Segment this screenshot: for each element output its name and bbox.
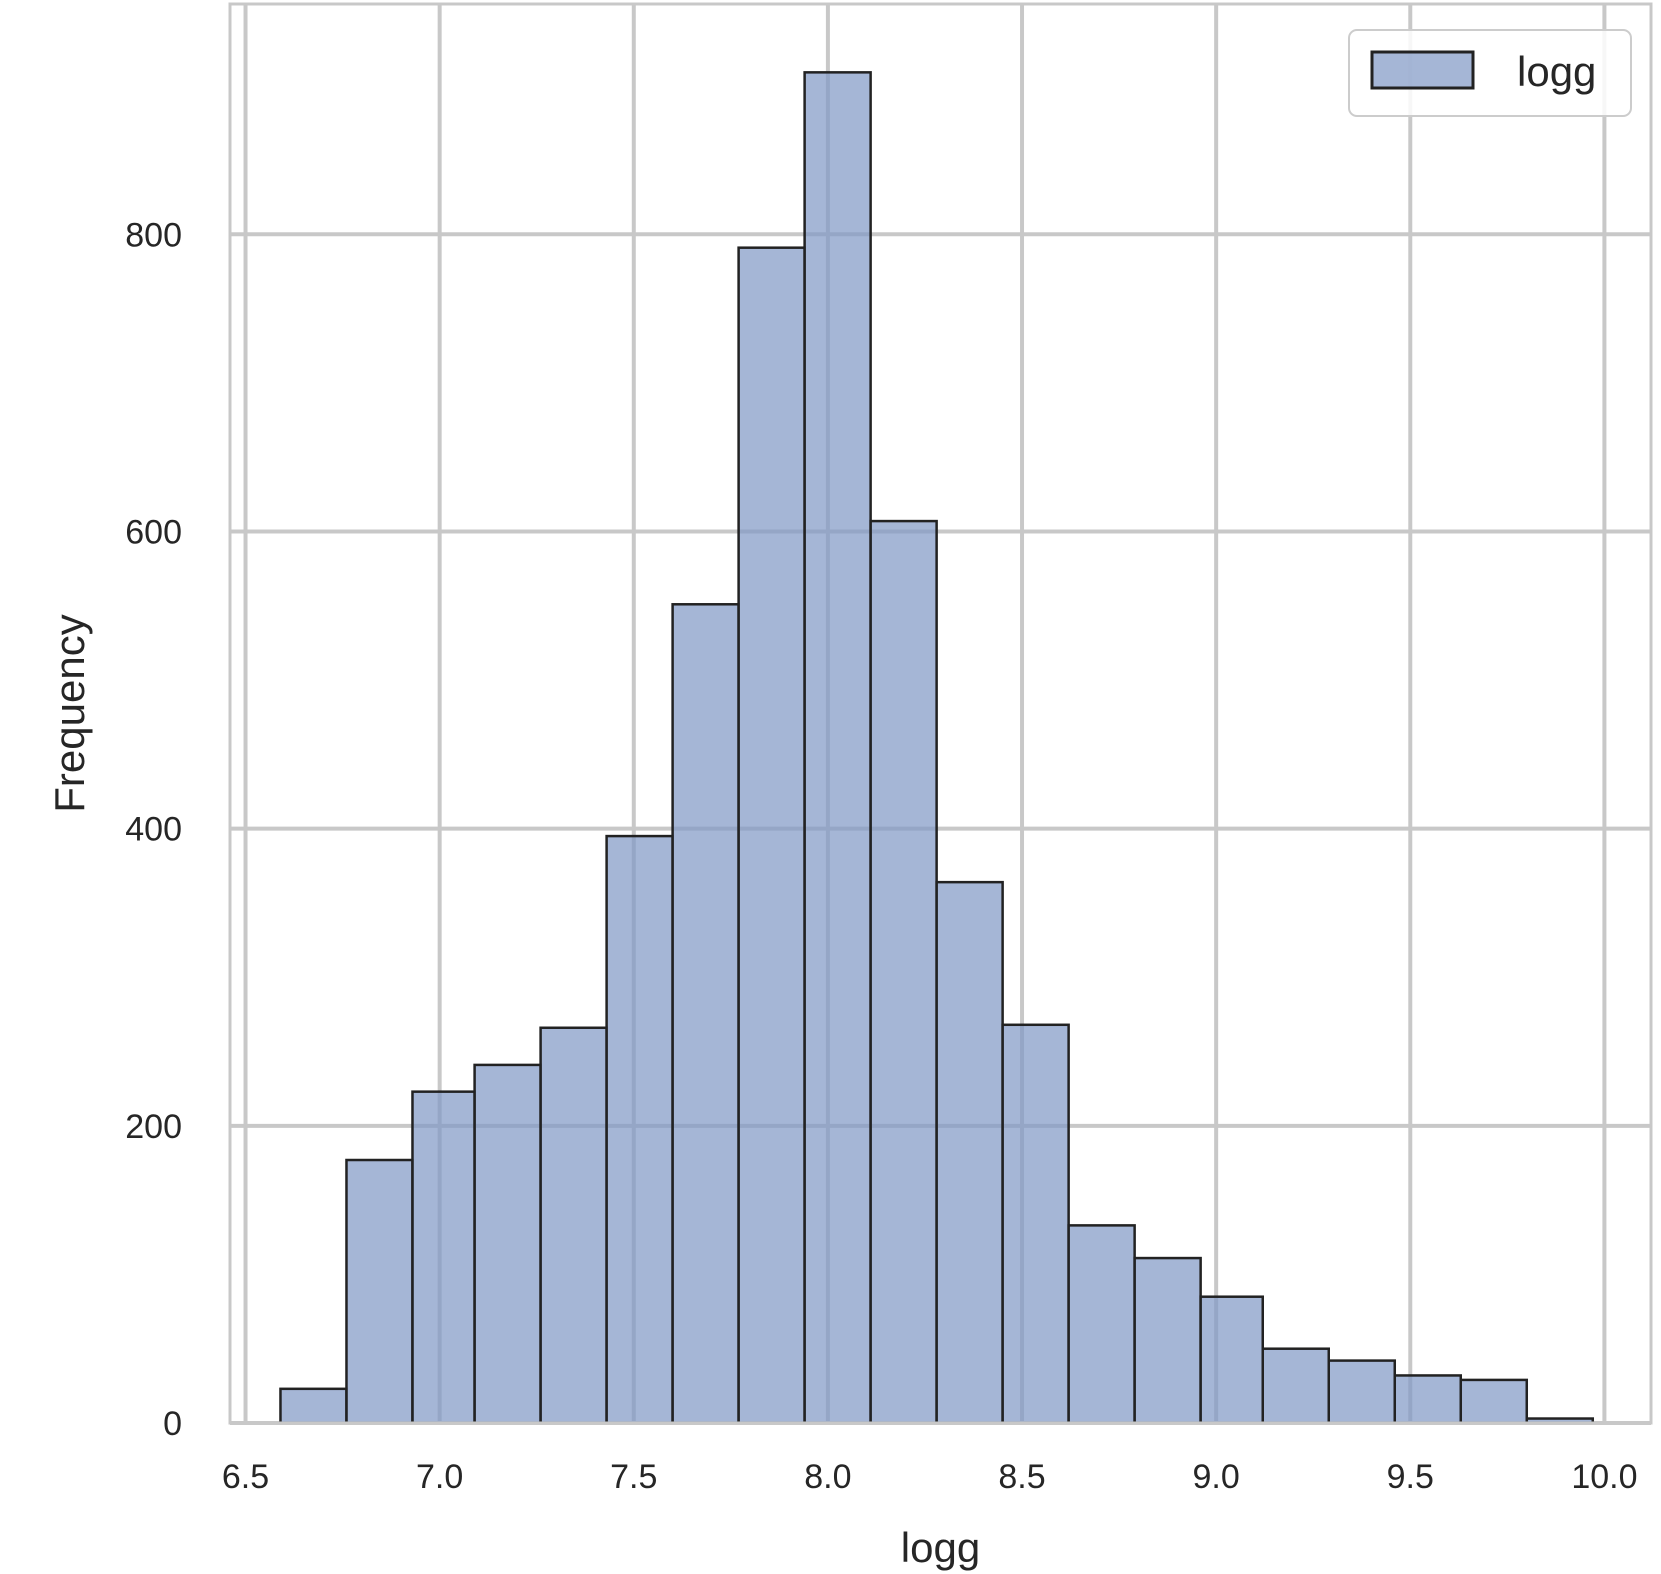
- legend-swatch: [1370, 50, 1475, 90]
- legend: logg: [1348, 29, 1632, 117]
- histogram-bar: [1001, 1023, 1070, 1425]
- histogram-bars: [279, 71, 1595, 1425]
- histogram-bar: [605, 834, 674, 1425]
- histogram-bar: [1133, 1256, 1202, 1425]
- histogram-bar: [671, 603, 740, 1425]
- histogram-bar: [737, 246, 806, 1425]
- x-tick-label: 10.0: [1571, 1458, 1637, 1496]
- grid-lines: [230, 4, 1651, 1425]
- y-tick-label: 400: [125, 811, 182, 849]
- x-axis-label: logg: [901, 1524, 980, 1571]
- y-tick-label: 600: [125, 513, 182, 551]
- x-tick-label: 8.0: [804, 1458, 851, 1496]
- legend-label: logg: [1517, 48, 1596, 95]
- histogram-bar: [345, 1158, 414, 1425]
- y-tick-labels: 0 200 400 600 800: [125, 216, 182, 1443]
- x-tick-labels: 6.5 7.0 7.5 8.0 8.5 9.0 9.5 10.0: [222, 1458, 1638, 1496]
- plot-frame: [228, 2, 1653, 1425]
- histogram-bar: [411, 1090, 476, 1425]
- histogram-bar: [539, 1026, 608, 1425]
- y-tick-label: 200: [125, 1108, 182, 1146]
- histogram-bar: [279, 1387, 348, 1425]
- histogram-bar: [473, 1063, 542, 1425]
- y-tick-label: 0: [163, 1405, 182, 1443]
- histogram-bar: [1067, 1224, 1136, 1425]
- histogram-bar: [1459, 1378, 1529, 1425]
- histogram-bar: [1327, 1359, 1397, 1425]
- x-tick-label: 6.5: [222, 1458, 269, 1496]
- y-tick-label: 800: [125, 216, 182, 254]
- histogram-bar: [935, 880, 1004, 1425]
- x-tick-label: 9.5: [1387, 1458, 1434, 1496]
- histogram-bar: [1393, 1374, 1463, 1425]
- histogram-bar: [1199, 1295, 1264, 1425]
- x-tick-label: 8.5: [998, 1458, 1045, 1496]
- histogram-bar: [803, 71, 872, 1425]
- x-tick-label: 7.5: [610, 1458, 657, 1496]
- y-axis-label: Frequency: [46, 614, 93, 812]
- x-tick-label: 9.0: [1193, 1458, 1240, 1496]
- x-tick-label: 7.0: [416, 1458, 463, 1496]
- histogram-bar: [1261, 1347, 1331, 1425]
- histogram-bar: [869, 519, 938, 1425]
